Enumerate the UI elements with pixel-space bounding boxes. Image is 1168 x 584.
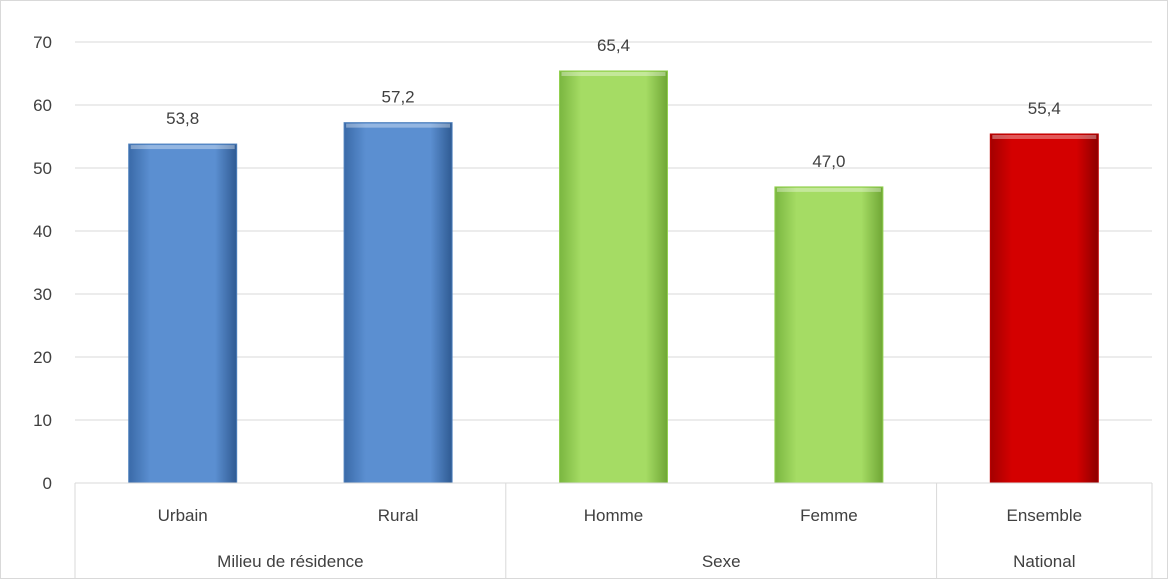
value-label: 47,0 xyxy=(812,152,845,171)
bars: 53,8 57,2 65,4 47,0 55,4 xyxy=(128,36,1099,484)
y-tick-label: 40 xyxy=(33,222,52,241)
bar-highlight xyxy=(130,145,235,150)
bar-highlight xyxy=(561,71,666,76)
y-tick-label: 30 xyxy=(33,285,52,304)
y-tick-label: 50 xyxy=(33,159,52,178)
value-label: 53,8 xyxy=(166,109,199,128)
group-label: Sexe xyxy=(702,552,741,571)
bar xyxy=(343,122,453,484)
y-tick-label: 20 xyxy=(33,348,52,367)
y-tick-label: 70 xyxy=(33,33,52,52)
y-tick-label: 60 xyxy=(33,96,52,115)
category-label: Femme xyxy=(800,506,858,525)
y-tick-label: 0 xyxy=(43,474,52,493)
value-label: 57,2 xyxy=(382,88,415,107)
category-label: Urbain xyxy=(158,506,208,525)
y-axis: 0 10 20 30 40 50 60 70 xyxy=(33,33,52,493)
bar xyxy=(989,133,1099,484)
value-label: 55,4 xyxy=(1028,99,1061,118)
bar-highlight xyxy=(992,134,1097,139)
bar-highlight xyxy=(346,123,451,128)
category-label: Rural xyxy=(378,506,419,525)
bar xyxy=(774,186,884,484)
group-label: National xyxy=(1013,552,1075,571)
bar xyxy=(128,143,238,484)
bar-highlight xyxy=(776,187,881,192)
bar xyxy=(559,70,668,484)
x-axis: Urbain Rural Homme Femme Ensemble Milieu de r… xyxy=(74,482,1153,579)
category-label: Homme xyxy=(584,506,644,525)
value-label: 65,4 xyxy=(597,36,630,55)
category-label: Ensemble xyxy=(1006,506,1082,525)
group-label: Milieu de résidence xyxy=(217,552,363,571)
y-tick-label: 10 xyxy=(33,411,52,430)
